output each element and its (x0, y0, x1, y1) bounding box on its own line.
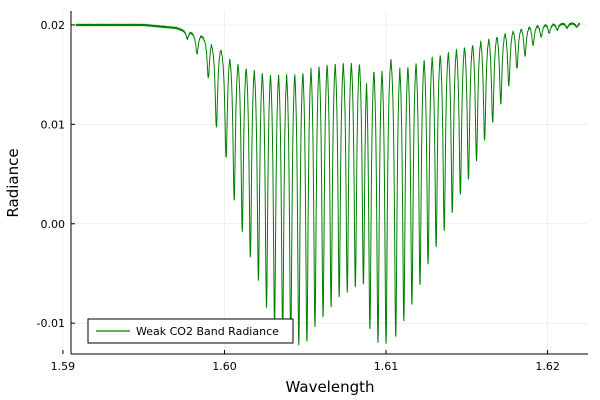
ticks-layer: 1.59 1.60 1.61 1.62 -0.01 0.00 0.01 0.02 (37, 19, 560, 373)
y-tick-label: 0.00 (41, 218, 66, 231)
axes-layer (70, 11, 588, 355)
y-tick-label: 0.01 (41, 118, 66, 131)
series-layer (75, 22, 581, 346)
x-tick-label: 1.60 (212, 360, 237, 373)
series-line-weak-co2-band-radiance (75, 22, 581, 346)
legend: Weak CO2 Band Radiance (87, 318, 294, 344)
grid-layer (62, 11, 588, 354)
y-tick-label: 0.02 (41, 19, 66, 32)
x-tick-label: 1.59 (51, 360, 76, 373)
legend-box (87, 318, 294, 344)
x-axis-title: Wavelength (286, 378, 375, 396)
y-tick-label: -0.01 (37, 317, 65, 330)
x-tick-label: 1.61 (374, 360, 399, 373)
y-axis-title: Radiance (4, 148, 22, 217)
x-tick-label: 1.62 (535, 360, 560, 373)
legend-label: Weak CO2 Band Radiance (136, 325, 279, 338)
